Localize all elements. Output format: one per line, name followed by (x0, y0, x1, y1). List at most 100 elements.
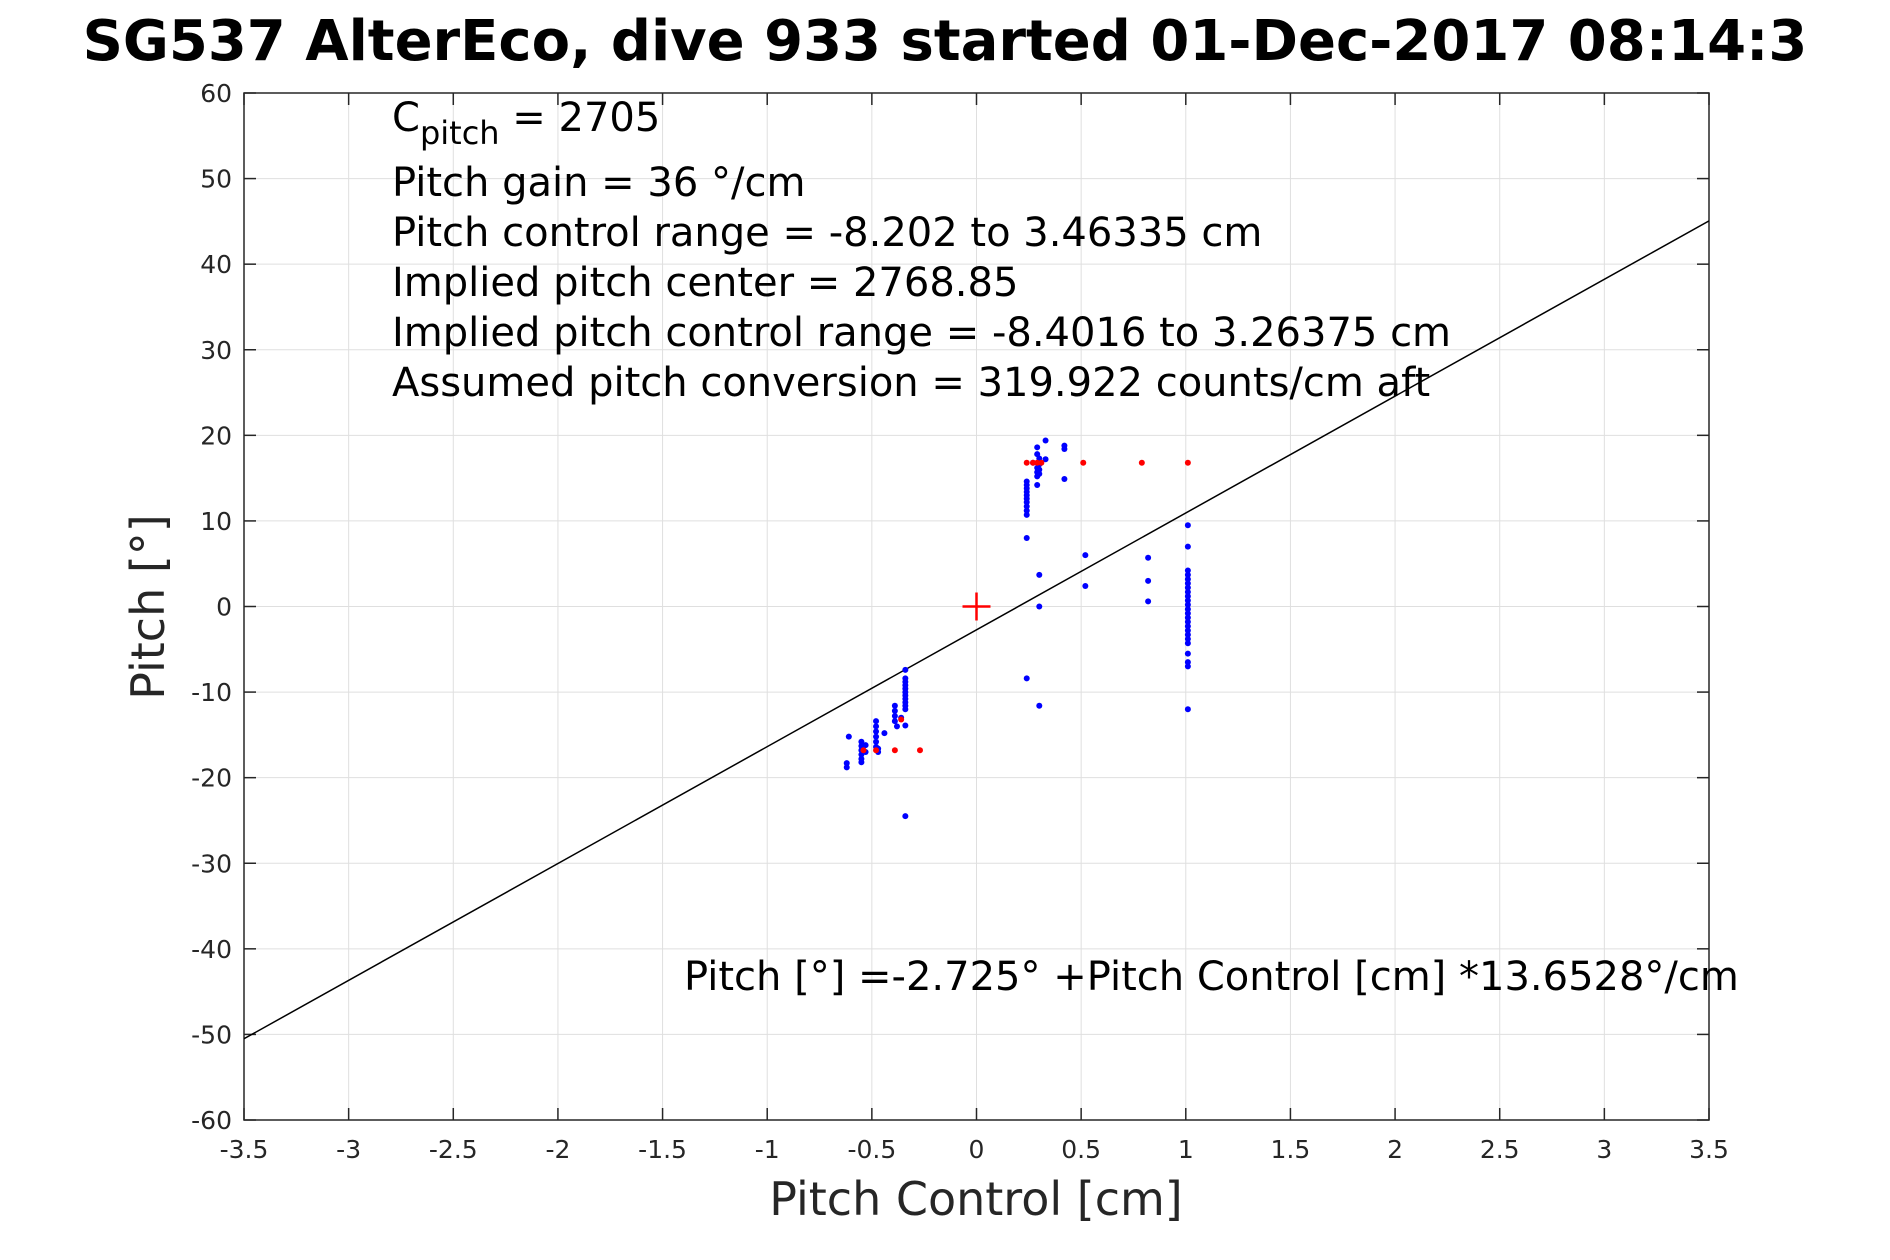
y-tick-label: -30 (191, 849, 232, 878)
annotation-line-1: Pitch gain = 36 °/cm (392, 160, 805, 206)
data-point (1184, 610, 1191, 617)
y-tick-label: -10 (191, 678, 232, 707)
data-point (1184, 631, 1191, 638)
data-point (1080, 459, 1087, 466)
annotation-line-4: Implied pitch control range = -8.4016 to… (392, 310, 1451, 356)
data-point (1184, 580, 1191, 587)
tick-labels: -3.5 -3 -2.5 -2 -1.5 -1 -0.5 0 0.5 1 1.5 2 2.5 3 3.5 -6… (191, 79, 1729, 1164)
data-point (898, 716, 905, 723)
data-point (862, 742, 869, 749)
data-point (891, 702, 898, 709)
plot-frame (243, 92, 1710, 1121)
y-tick-label: 50 (200, 165, 232, 194)
data-point (891, 707, 898, 714)
data-point (873, 723, 880, 730)
x-tick-label: 0.5 (1061, 1135, 1101, 1164)
x-tick-label: 2.5 (1480, 1135, 1520, 1164)
data-point (1184, 706, 1191, 713)
y-tick-label: -60 (191, 1106, 232, 1135)
data-point (1184, 640, 1191, 647)
y-tick-label: 40 (200, 250, 232, 279)
y-tick-label: 0 (216, 593, 232, 622)
data-point (891, 747, 898, 754)
y-tick-label: -20 (191, 764, 232, 793)
y-tick-label: 10 (200, 507, 232, 536)
x-tick-label: 3 (1596, 1135, 1612, 1164)
grid (243, 92, 1710, 1121)
data-point (1184, 614, 1191, 621)
data-point (1034, 459, 1041, 466)
data-point (1036, 702, 1043, 709)
data-point (873, 738, 880, 745)
data-point (858, 738, 865, 745)
data-point (1036, 466, 1043, 473)
data-point (1023, 499, 1030, 506)
data-point (1023, 675, 1030, 682)
axes (243, 92, 1710, 1121)
data-point (1036, 470, 1043, 477)
data-point (1061, 446, 1068, 453)
x-tick-label: 2 (1387, 1135, 1403, 1164)
data-point (902, 722, 909, 729)
data-point (843, 760, 850, 767)
data-point (1145, 577, 1152, 584)
data-point (1036, 571, 1043, 578)
data-point (1030, 459, 1037, 466)
data-point (1023, 503, 1030, 510)
x-tick-label: 1.5 (1271, 1135, 1311, 1164)
x-axis-label: Pitch Control [cm] (769, 1172, 1183, 1226)
center-marker (962, 592, 991, 621)
x-tick-label: 0 (969, 1135, 985, 1164)
series-1 (860, 459, 1191, 754)
x-tick-label: -2 (545, 1135, 570, 1164)
annotation-line-2: Pitch control range = -8.202 to 3.46335 … (392, 210, 1262, 256)
x-tick-label: -2.5 (429, 1135, 478, 1164)
data-point (858, 759, 865, 766)
data-point (1184, 636, 1191, 643)
data-point (1145, 554, 1152, 561)
data-point (1184, 650, 1191, 657)
data-point (1184, 618, 1191, 625)
data-point (843, 764, 850, 771)
data-point (1145, 598, 1152, 605)
data-point (1184, 459, 1191, 466)
data-point (1184, 567, 1191, 574)
y-tick-label: -50 (191, 1020, 232, 1049)
data-point (1184, 593, 1191, 600)
data-point (873, 733, 880, 740)
y-tick-label: 60 (200, 79, 232, 108)
data-point (1184, 601, 1191, 608)
data-point (1023, 507, 1030, 514)
data-point (1184, 597, 1191, 604)
data-point (1184, 663, 1191, 670)
annotation-block: Cpitch = 2705 Pitch gain = 36 °/cm Pitch… (392, 95, 1451, 406)
x-tick-label: 1 (1178, 1135, 1194, 1164)
annotation-line-5: Assumed pitch conversion = 319.922 count… (392, 360, 1430, 406)
data-point (1184, 571, 1191, 578)
fit-line (244, 220, 1709, 1040)
data-point (1023, 535, 1030, 542)
data-point (845, 733, 852, 740)
data-point (1023, 511, 1030, 518)
data-point (891, 713, 898, 720)
data-point (1082, 582, 1089, 589)
data-point (1042, 437, 1049, 444)
data-point (1034, 444, 1041, 451)
data-point (1082, 552, 1089, 559)
plot-content (244, 220, 1709, 1040)
data-point (902, 706, 909, 713)
data-point (1184, 522, 1191, 529)
y-axis-label: Pitch [°] (121, 514, 175, 700)
data-point (873, 718, 880, 725)
data-point (1023, 459, 1030, 466)
data-point (1036, 603, 1043, 610)
data-point (1184, 543, 1191, 550)
data-point (860, 747, 867, 754)
annotation-line-3: Implied pitch center = 2768.85 (392, 260, 1018, 306)
data-point (902, 666, 909, 673)
c-pitch-value: = 2705 (500, 95, 661, 141)
data-point (891, 718, 898, 725)
data-point (873, 728, 880, 735)
